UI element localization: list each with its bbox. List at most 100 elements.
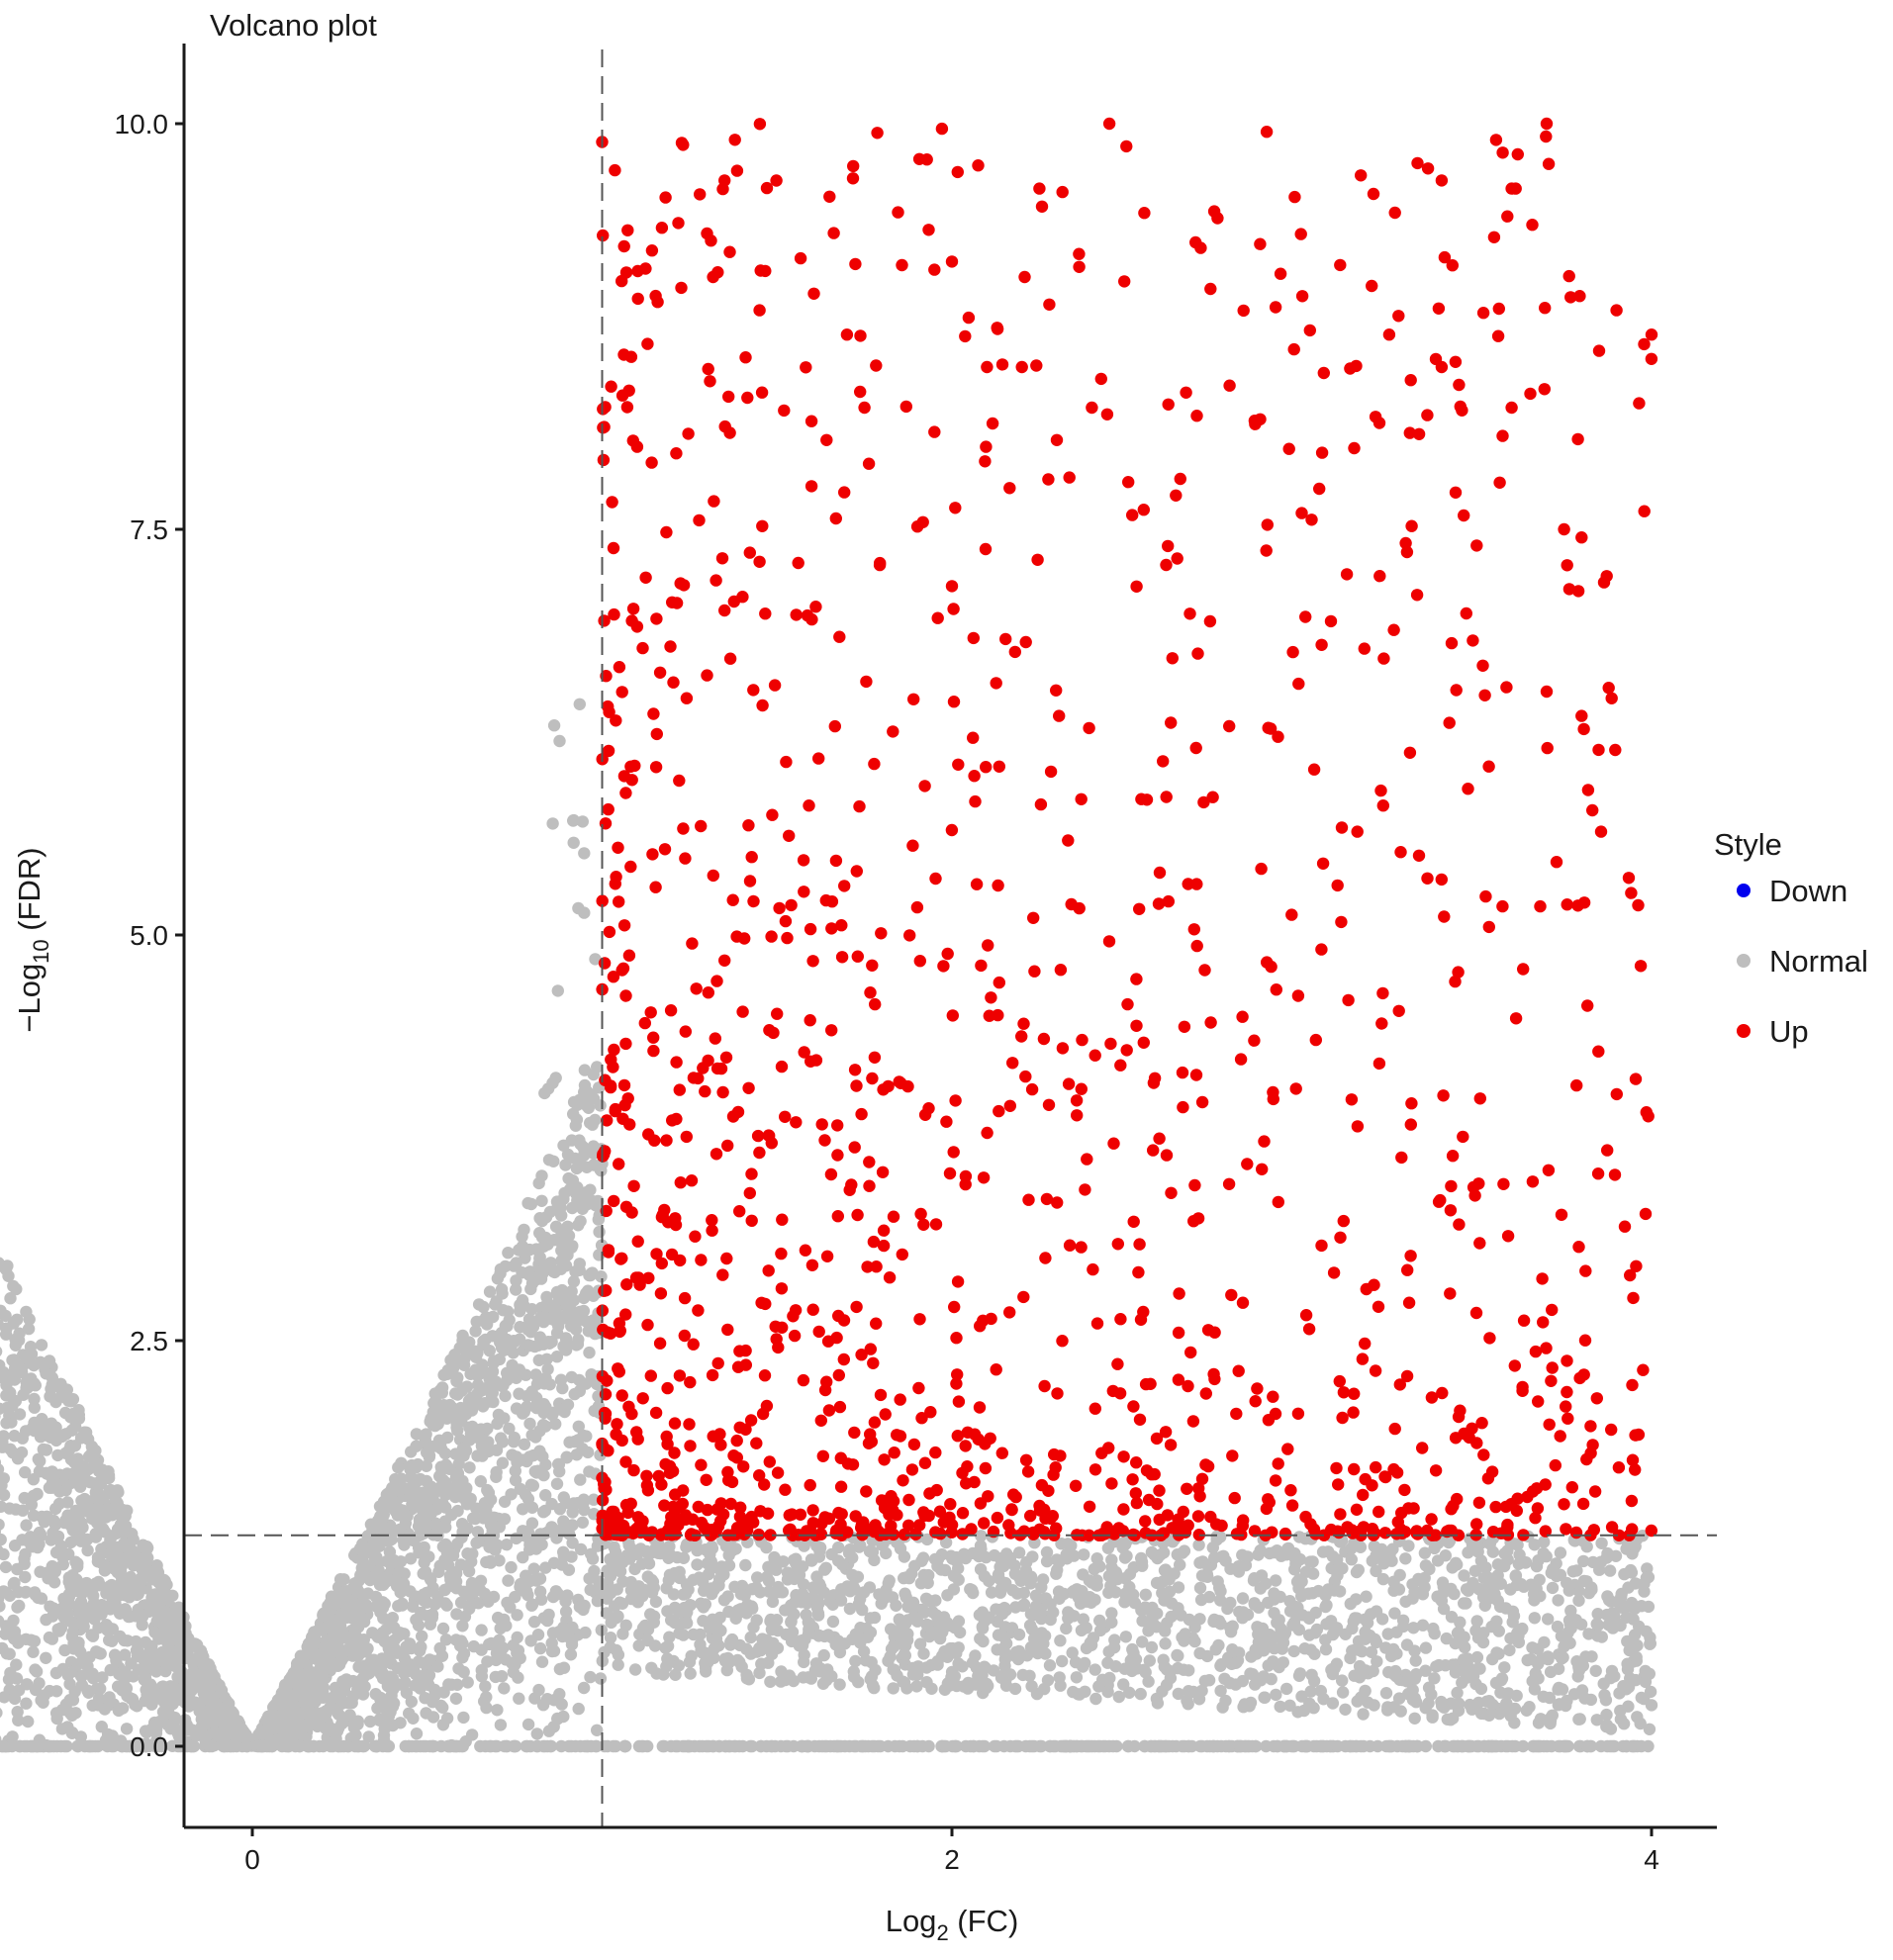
- normal-point: [413, 1670, 425, 1682]
- normal-point: [502, 1247, 514, 1259]
- normal-point: [798, 1540, 809, 1551]
- normal-point: [497, 1641, 509, 1653]
- normal-point: [25, 1634, 37, 1646]
- normal-point: [76, 1522, 88, 1534]
- normal-point: [511, 1364, 522, 1376]
- normal-point: [2, 1270, 14, 1282]
- normal-point: [427, 1711, 439, 1723]
- normal-point: [502, 1574, 514, 1586]
- normal-point: [96, 1721, 108, 1732]
- normal-point: [508, 1666, 520, 1678]
- normal-point: [154, 1716, 166, 1727]
- normal-point: [1044, 1659, 1056, 1671]
- normal-point: [202, 1663, 214, 1675]
- normal-point: [510, 1465, 521, 1477]
- normal-point: [500, 1620, 512, 1632]
- normal-point: [42, 1572, 53, 1584]
- normal-point: [517, 1294, 528, 1306]
- normal-point: [285, 1699, 297, 1711]
- normal-point: [531, 1727, 543, 1739]
- normal-point: [490, 1471, 502, 1483]
- normal-point: [495, 1432, 507, 1444]
- normal-point: [1307, 1567, 1319, 1579]
- normal-point: [739, 1559, 751, 1571]
- normal-point: [86, 1513, 98, 1525]
- normal-point: [525, 1600, 537, 1612]
- normal-point: [377, 1602, 389, 1614]
- normal-point: [408, 1498, 420, 1510]
- normal-point: [44, 1354, 55, 1366]
- normal-point: [49, 1503, 61, 1515]
- normal-point: [555, 1374, 567, 1386]
- normal-point: [577, 1203, 589, 1215]
- normal-point: [1529, 1612, 1541, 1624]
- normal-point: [421, 1460, 432, 1472]
- normal-point: [157, 1618, 169, 1630]
- normal-point: [536, 1267, 548, 1279]
- normal-point: [514, 1581, 525, 1593]
- normal-point: [456, 1330, 468, 1342]
- normal-point: [423, 1550, 434, 1562]
- normal-point: [48, 1561, 60, 1573]
- normal-point: [435, 1443, 447, 1454]
- normal-point: [578, 1682, 590, 1694]
- normal-point: [535, 1169, 547, 1181]
- normal-point: [418, 1657, 429, 1669]
- normal-point: [483, 1368, 495, 1380]
- normal-point: [1581, 1540, 1593, 1552]
- normal-point: [372, 1631, 384, 1642]
- normal-point: [565, 1648, 577, 1660]
- normal-point: [389, 1473, 401, 1485]
- normal-point: [501, 1374, 513, 1386]
- normal-point: [534, 1252, 546, 1263]
- normal-point: [116, 1589, 128, 1601]
- normal-point: [463, 1603, 475, 1615]
- normal-point: [484, 1555, 496, 1567]
- normal-point: [56, 1551, 68, 1563]
- normal-point: [967, 1587, 979, 1599]
- normal-point: [562, 1149, 574, 1161]
- normal-point: [526, 1502, 538, 1514]
- normal-point: [534, 1531, 546, 1542]
- normal-point: [530, 1574, 542, 1586]
- normal-point: [434, 1560, 446, 1572]
- normal-point: [164, 1644, 176, 1656]
- normal-point: [320, 1663, 331, 1675]
- normal-point: [20, 1519, 32, 1531]
- normal-point: [559, 1627, 571, 1638]
- normal-point: [977, 1635, 989, 1647]
- normal-point: [46, 1482, 57, 1494]
- normal-point: [579, 1627, 591, 1638]
- normal-point: [458, 1666, 470, 1678]
- normal-point: [505, 1338, 517, 1350]
- normal-point: [537, 1407, 549, 1419]
- normal-point: [30, 1379, 42, 1391]
- normal-point: [140, 1684, 151, 1696]
- normal-point: [47, 1602, 59, 1614]
- normal-point: [1203, 1591, 1215, 1603]
- normal-point: [4, 1292, 16, 1304]
- normal-point: [65, 1616, 77, 1628]
- normal-point: [400, 1660, 412, 1672]
- normal-point: [28, 1417, 40, 1429]
- normal-point: [348, 1722, 360, 1733]
- normal-point: [520, 1489, 531, 1501]
- normal-point: [513, 1693, 524, 1705]
- normal-point: [416, 1631, 427, 1642]
- normal-point: [45, 1534, 56, 1545]
- normal-point: [460, 1408, 472, 1420]
- normal-point: [355, 1571, 367, 1583]
- normal-point: [463, 1434, 475, 1446]
- normal-point: [375, 1662, 387, 1674]
- normal-point: [40, 1614, 51, 1626]
- normal-point: [426, 1481, 437, 1493]
- normal-point: [0, 1417, 12, 1429]
- normal-point: [81, 1685, 93, 1697]
- normal-point: [451, 1371, 463, 1383]
- normal-point: [13, 1600, 25, 1612]
- normal-point: [633, 1639, 645, 1651]
- normal-point: [548, 1721, 560, 1732]
- normal-point: [0, 1346, 2, 1357]
- normal-point: [9, 1540, 21, 1551]
- normal-point: [612, 1583, 623, 1595]
